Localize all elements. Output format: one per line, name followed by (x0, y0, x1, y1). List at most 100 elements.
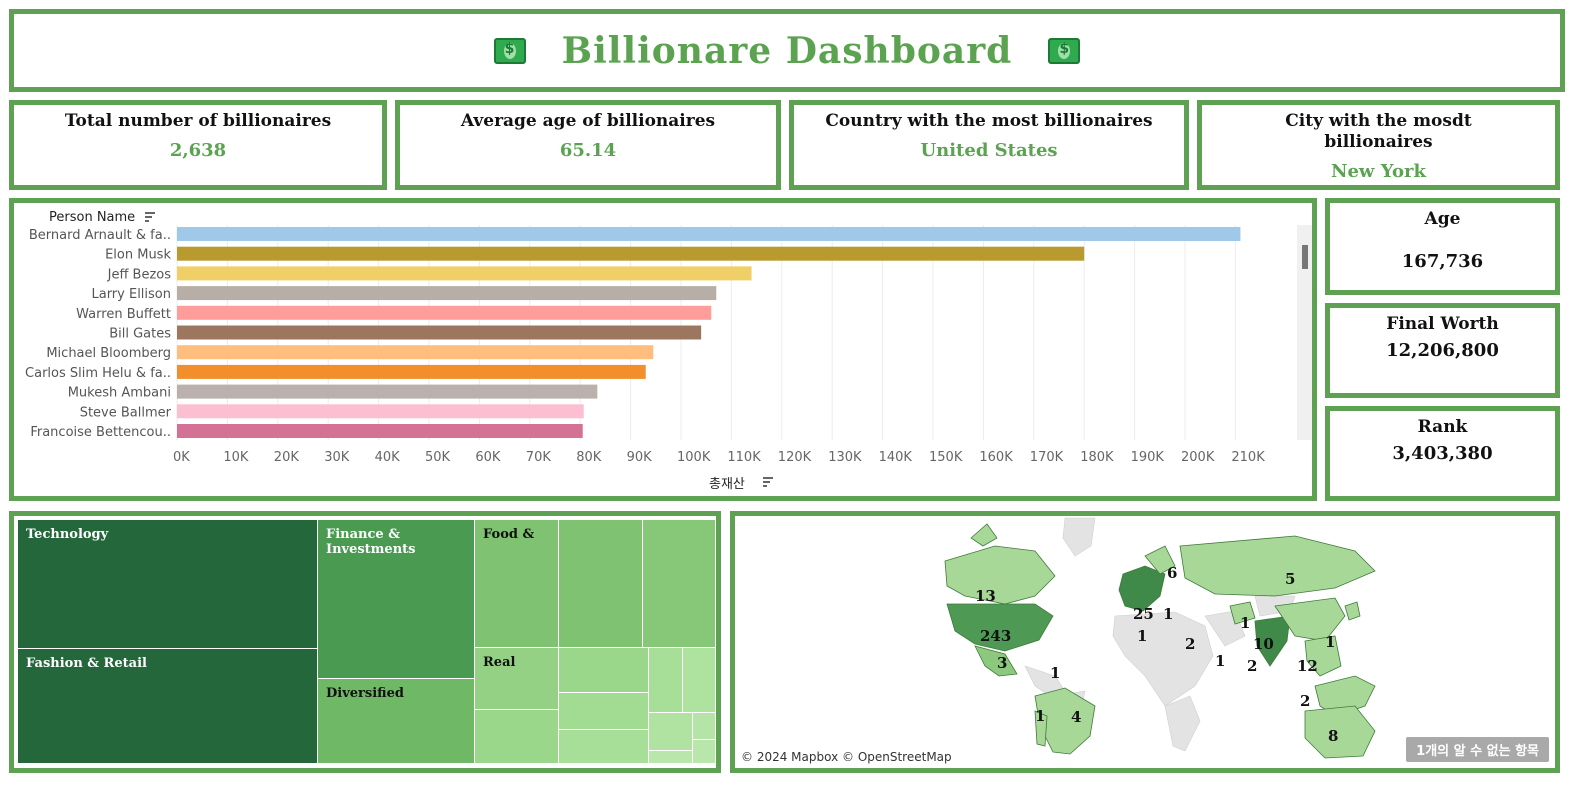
china-shape[interactable] (1274, 597, 1346, 642)
category-label[interactable]: Michael Bloomberg (46, 346, 171, 361)
x-tick-label: 10K (223, 450, 249, 465)
stat-age: Age 167,736 (1325, 198, 1560, 295)
bar[interactable] (177, 404, 584, 419)
top-billionaires-bar-chart[interactable]: Person Name Bernard Arnault & fa.. Elon M… (9, 198, 1317, 501)
russia-shape[interactable] (1179, 535, 1376, 597)
industry-treemap[interactable]: Technology Fashion & Retail Finance & In… (9, 511, 721, 773)
x-tick-label: 120K (778, 450, 812, 465)
kpi-average-age: Average age of billionaires 65.14 (395, 100, 781, 190)
stat-value: 12,206,800 (1386, 340, 1499, 361)
treemap-cell-finance[interactable]: Finance & Investments (318, 520, 475, 679)
x-tick-label: 150K (929, 450, 963, 465)
category-label[interactable]: Mukesh Ambani (68, 386, 171, 401)
x-tick-label: 130K (828, 450, 862, 465)
kpi-value: 65.14 (559, 140, 617, 161)
category-label[interactable]: Warren Buffett (76, 307, 171, 322)
bar[interactable] (177, 286, 717, 301)
money-icon (1048, 37, 1081, 64)
treemap-cell[interactable] (643, 520, 716, 648)
treemap-cell-fashion-retail[interactable]: Fashion & Retail (18, 649, 318, 764)
category-label[interactable]: Jeff Bezos (107, 267, 172, 282)
treemap-label: Food & (483, 527, 535, 542)
bar[interactable] (177, 266, 752, 281)
bar[interactable] (177, 345, 654, 360)
southeast-asia-shape[interactable] (1304, 635, 1342, 677)
europe-shape[interactable] (1118, 565, 1166, 612)
x-tick-label: 180K (1080, 450, 1114, 465)
map-count-label: 25 (1133, 605, 1154, 623)
turkey-shape[interactable] (1229, 601, 1256, 625)
treemap-cell[interactable] (649, 751, 693, 764)
x-tick-label: 90K (627, 450, 653, 465)
map-count-label: 243 (980, 627, 1011, 645)
bar[interactable] (177, 227, 1241, 241)
category-label[interactable]: Elon Musk (105, 248, 171, 263)
unknown-items-badge[interactable]: 1개의 알 수 없는 항목 (1406, 737, 1549, 762)
treemap-cell[interactable] (693, 740, 716, 764)
treemap-cell[interactable] (559, 730, 649, 764)
x-tick-label: 200K (1181, 450, 1215, 465)
sort-icon[interactable] (145, 212, 155, 222)
map-count-label: 1 (1215, 652, 1225, 670)
treemap-label: Technology (26, 527, 109, 542)
category-label[interactable]: Larry Ellison (91, 287, 171, 302)
world-billionaire-map[interactable]: 13 243 3 1 6 25 1 1 2 1 10 1 2 12 5 1 1 4 2 8 © 2024 Mapbox… (730, 511, 1560, 773)
treemap-cell[interactable] (693, 713, 716, 740)
japan-shape[interactable] (1344, 601, 1361, 621)
x-tick-label: 80K (576, 450, 602, 465)
map-count-label: 1 (1325, 633, 1335, 651)
treemap-cell[interactable] (683, 648, 716, 713)
sort-icon[interactable] (763, 477, 773, 487)
x-tick-label: 190K (1131, 450, 1165, 465)
map-attribution[interactable]: © 2024 Mapbox © OpenStreetMap (741, 750, 952, 764)
bar[interactable] (177, 325, 702, 340)
x-tick-label: 210K (1231, 450, 1265, 465)
treemap-cell-diversified[interactable]: Diversified (318, 679, 475, 764)
australia-shape[interactable] (1304, 705, 1376, 759)
africa-shape (1112, 611, 1214, 707)
bar[interactable] (177, 246, 1085, 261)
kpi-total-billionaires: Total number of billionaires 2,638 (9, 100, 387, 190)
x-tick-label: 170K (1030, 450, 1064, 465)
category-label[interactable]: Francoise Bettencou.. (30, 425, 171, 440)
map-count-label: 1 (1137, 627, 1147, 645)
canada-shape[interactable] (944, 545, 1056, 605)
arctic-canada-shape[interactable] (970, 523, 998, 547)
bar[interactable] (177, 424, 583, 438)
category-label[interactable]: Carlos Slim Helu & fa.. (25, 366, 171, 381)
scrollbar-track[interactable] (1297, 225, 1312, 440)
treemap-cell[interactable] (559, 648, 649, 693)
x-tick-label: 60K (475, 450, 501, 465)
chile-shape[interactable] (1034, 710, 1048, 747)
bar-chart-svg[interactable]: Person Name Bernard Arnault & fa.. Elon M… (14, 203, 1312, 496)
bar[interactable] (177, 384, 598, 399)
kpi-value: United States (920, 140, 1058, 161)
treemap-cell[interactable] (559, 520, 643, 648)
x-tick-label: 160K (979, 450, 1013, 465)
kpi-value: 2,638 (169, 140, 227, 161)
treemap-cell[interactable] (559, 693, 649, 730)
treemap-cell[interactable] (649, 713, 693, 751)
category-label[interactable]: Bill Gates (109, 327, 171, 342)
bar[interactable] (177, 364, 646, 379)
stat-final-worth: Final Worth 12,206,800 (1325, 303, 1560, 398)
treemap-cell-technology[interactable]: Technology (18, 520, 318, 649)
treemap-cell-real-estate[interactable]: Real (475, 648, 559, 710)
treemap-cell-food[interactable]: Food & (475, 520, 559, 648)
map-count-label: 10 (1253, 635, 1274, 653)
stat-label: Age (1424, 209, 1461, 229)
category-label[interactable]: Bernard Arnault & fa.. (29, 228, 171, 243)
kpi-top-city: City with the mosdt billionaires New Yor… (1197, 100, 1560, 190)
scandinavia-shape[interactable] (1144, 545, 1176, 575)
scrollbar-thumb[interactable] (1302, 245, 1308, 269)
category-label[interactable]: Steve Ballmer (80, 405, 172, 420)
usa-shape[interactable] (946, 603, 1054, 652)
bar[interactable] (177, 305, 712, 320)
treemap-cell[interactable] (649, 648, 683, 713)
treemap-cell[interactable] (475, 710, 559, 764)
mexico-shape[interactable] (974, 645, 1018, 677)
kpi-value: New York (1331, 161, 1426, 182)
map-count-label: 4 (1071, 708, 1081, 726)
indonesia-shape[interactable] (1314, 675, 1376, 717)
